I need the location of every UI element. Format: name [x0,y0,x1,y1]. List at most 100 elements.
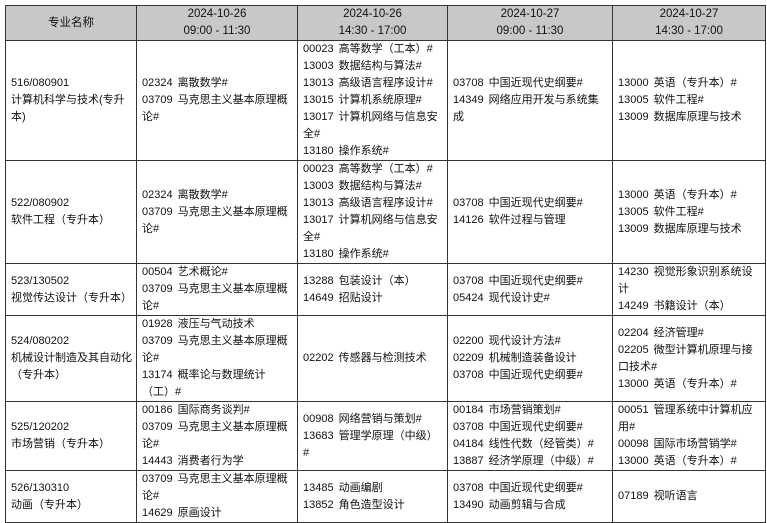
course-name: 消费者行为学 [177,455,244,467]
session-cell: 02324 离散数学# 03709 马克思主义基本原理概论# [136,160,298,264]
course-name: 中国近现代史纲要# [488,197,583,209]
course-code: 13852 [303,498,334,511]
course-code: 14230 [618,266,649,278]
course-item: 13009 数据库原理与技术 [618,109,761,126]
course-name: 国际商务谈判# [177,404,250,416]
course-name: 中国近现代史纲要# [488,421,583,433]
major-name: 软件工程（专升本） [11,214,110,226]
course-name: 计算机网络与信息安全# [303,111,438,140]
course-code: 13000 [618,377,649,390]
course-item: 00186 国际商务谈判# [142,402,293,419]
course-item: 13852 角色造型设计 [303,497,443,514]
course-item: 03709 马克思主义基本原理概论# [142,419,293,453]
course-code: 04184 [453,438,484,450]
course-name: 视觉形象识别系统设计 [618,266,753,295]
course-code: 02324 [142,77,173,89]
session-cell: 07189 视听语言 [612,470,766,523]
major-code: 525/120202 [11,421,70,433]
course-item: 13013 高级语言程序设计# [303,195,443,212]
course-name: 网络营销与策划# [338,412,422,425]
course-item: 03709 马克思主义基本原理概论# [142,281,293,315]
course-name: 视听语言 [653,490,698,502]
course-code: 03709 [142,473,173,485]
course-code: 13003 [303,60,334,72]
major-cell: 516/080901 计算机科学与技术(专升本) [5,40,137,161]
course-code: 13015 [303,94,334,106]
major-cell: 526/130310 动画（专升本） [5,470,137,523]
session-time: 09:00 - 11:30 [496,25,564,37]
table-row: 522/080902 软件工程（专升本） 02324 离散数学# 03709 马克思主义基… [5,160,766,264]
course-item: 05424 现代设计史# [453,290,608,307]
course-item: 13009 数据库原理与技术 [618,221,761,238]
course-item: 13490 动画剪辑与合成 [453,497,608,514]
course-code: 13017 [303,214,334,226]
course-code: 13000 [618,188,649,201]
course-code: 13000 [618,77,649,89]
course-item: 13180 操作系统# [303,246,443,263]
header-session: 2024-10-26 09:00 - 11:30 [136,5,298,41]
course-code: 13887 [453,455,484,467]
course-code: 02209 [453,352,484,364]
course-item: 00184 市场营销策划# [453,402,608,419]
session-cell: 02200 现代设计方法# 02209 机械制造装备设计 03708 中国近现代史纲要# [447,315,613,402]
session-cell: 03708 中国近现代史纲要# 05424 现代设计史# [447,263,613,316]
course-code: 00504 [142,266,173,278]
session-time: 14:30 - 17:00 [338,25,407,37]
course-name: 数据结构与算法# [338,180,422,192]
course-name: 离散数学# [177,77,228,89]
session-cell: 03708 中国近现代史纲要# 14349 网络应用开发与系统集成 [447,40,613,161]
course-code: 13017 [303,111,334,123]
major-name: 机械设计制造及其自动化（专升本） [11,352,132,381]
course-name: 离散数学# [177,188,228,201]
course-code: 03708 [453,369,484,381]
session-cell: 13000 英语（专升本）# 13005 软件工程# 13009 数据库原理与技术 [612,40,766,161]
course-item: 02200 现代设计方法# [453,333,608,350]
course-code: 14349 [453,94,484,106]
course-item: 14349 网络应用开发与系统集成 [453,92,608,126]
major-name: 动画（专升本） [11,498,88,511]
exam-schedule-table: 专业名称 2024-10-26 09:00 - 11:30 2024-10-26 1… [5,5,766,523]
course-item: 13015 计算机系统原理# [303,92,443,109]
course-name: 高级语言程序设计# [338,77,433,89]
course-code: 13009 [618,111,649,123]
course-item: 13887 经济学原理（中级）# [453,453,608,470]
session-time: 14:30 - 17:00 [655,25,723,37]
course-name: 液压与气动技术 [177,318,255,330]
course-name: 中国近现代史纲要# [488,369,583,381]
course-item: 13000 英语（专升本）# [618,187,761,204]
course-name: 机械制造装备设计 [488,352,577,364]
course-code: 13009 [618,222,649,235]
session-cell: 01928 液压与气动技术 03709 马克思主义基本原理概论# 13174 概率论与数理… [136,315,298,402]
course-item: 00023 高等数学（工本）# [303,161,443,178]
course-code: 13000 [618,455,649,467]
course-code: 02200 [453,335,484,347]
course-code: 03708 [453,77,484,89]
major-code: 522/080902 [11,197,70,209]
major-cell: 524/080202 机械设计制造及其自动化（专升本） [5,315,137,402]
course-name: 动画剪辑与合成 [488,498,566,511]
major-code: 516/080901 [11,77,70,89]
major-cell: 525/120202 市场营销（专升本） [5,401,137,471]
major-name: 计算机科学与技术(专升本) [11,94,125,123]
course-item: 13485 动画编剧 [303,480,443,497]
course-name: 计算机网络与信息安全# [303,214,438,243]
course-item: 02204 经济管理# [618,325,761,342]
course-name: 软件过程与管理 [488,214,566,226]
course-item: 03708 中国近现代史纲要# [453,195,608,212]
course-item: 13013 高级语言程序设计# [303,75,443,92]
course-name: 计算机系统原理# [338,94,422,106]
course-name: 数据库原理与技术 [653,222,742,235]
course-code: 13013 [303,197,334,209]
session-cell: 13288 包装设计（本） 14649 招贴设计 [297,263,448,316]
session-cell: 02324 离散数学# 03709 马克思主义基本原理概论# [136,40,298,161]
course-item: 03708 中国近现代史纲要# [453,75,608,92]
table-row: 526/130310 动画（专升本） 03709 马克思主义基本原理概论# 14629 原… [5,470,766,523]
course-item: 03708 中国近现代史纲要# [453,480,608,497]
course-code: 02204 [618,326,649,339]
major-code: 524/080202 [11,335,70,347]
course-code: 03709 [142,283,173,295]
course-name: 软件工程# [653,205,704,218]
course-code: 03708 [453,481,484,494]
session-cell: 00908 网络营销与策划# 13683 管理学原理（中级）# [297,401,448,471]
course-item: 02324 离散数学# [142,187,293,204]
